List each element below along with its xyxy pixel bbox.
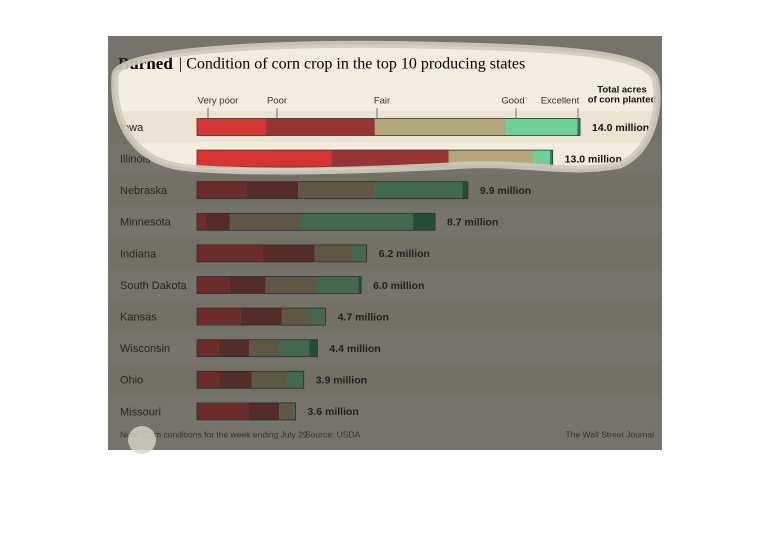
highlight-outline <box>111 40 661 175</box>
dim-overlay <box>108 36 662 450</box>
cursor <box>128 426 156 454</box>
